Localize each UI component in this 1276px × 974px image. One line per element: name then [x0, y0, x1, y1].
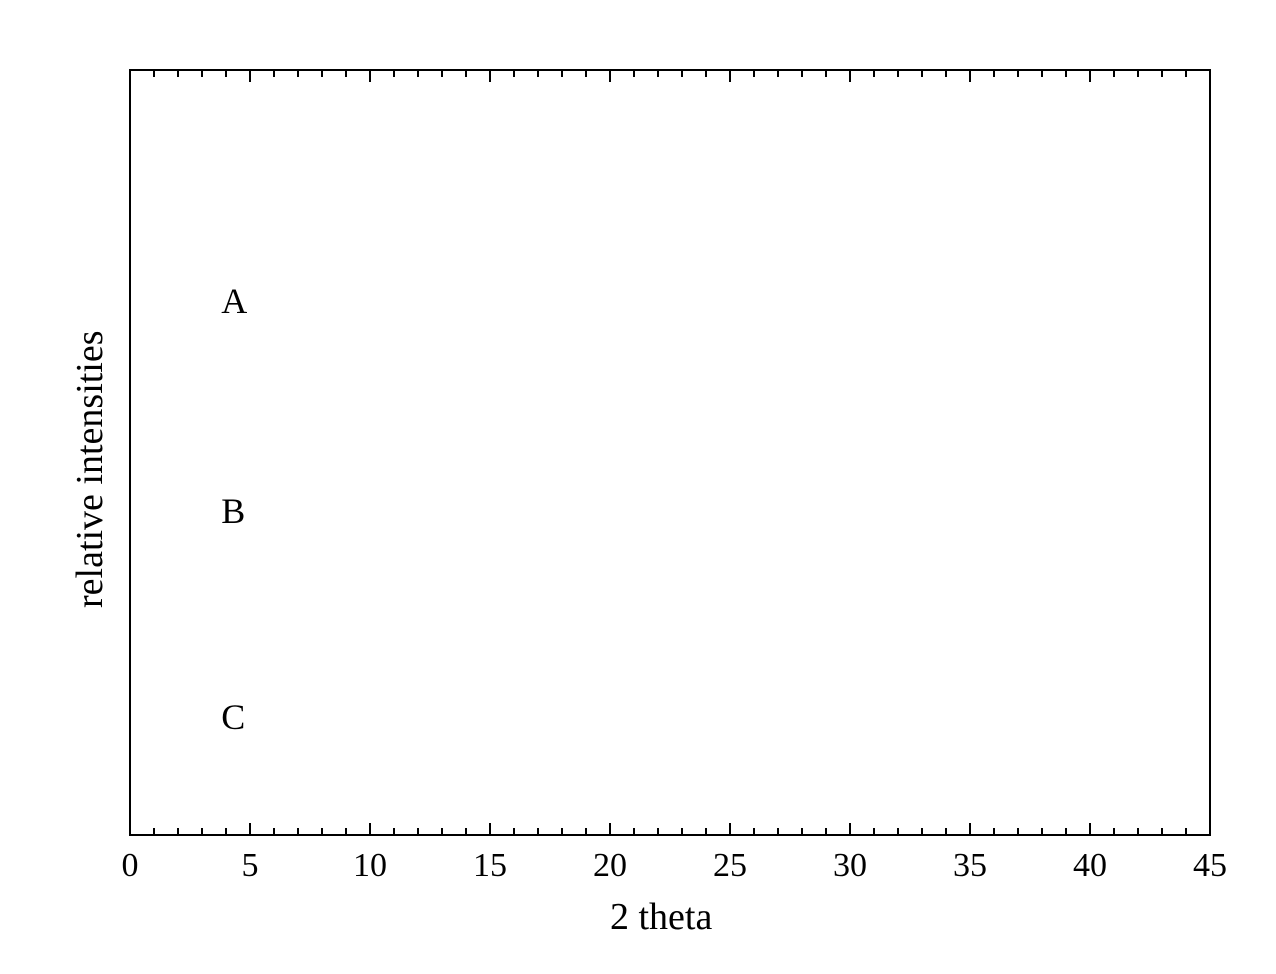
series-label-C: C: [221, 696, 245, 738]
x-tick-label: 40: [1060, 847, 1120, 885]
series-label-B: B: [221, 490, 245, 532]
x-tick-label: 45: [1180, 847, 1240, 885]
plot-svg: [0, 0, 1276, 974]
x-tick-label: 10: [340, 847, 400, 885]
x-tick-label: 30: [820, 847, 880, 885]
x-tick-label: 15: [460, 847, 520, 885]
x-tick-label: 35: [940, 847, 1000, 885]
x-tick-label: 5: [220, 847, 280, 885]
x-axis-label: 2 theta: [610, 895, 712, 939]
x-tick-label: 25: [700, 847, 760, 885]
x-tick-label: 20: [580, 847, 640, 885]
x-tick-label: 0: [100, 847, 160, 885]
series-label-A: A: [221, 280, 247, 322]
y-axis-label: relative intensities: [68, 330, 112, 608]
xrd-chart: relative intensities 2 theta 0 5 10 15 20 25 3…: [0, 0, 1276, 974]
